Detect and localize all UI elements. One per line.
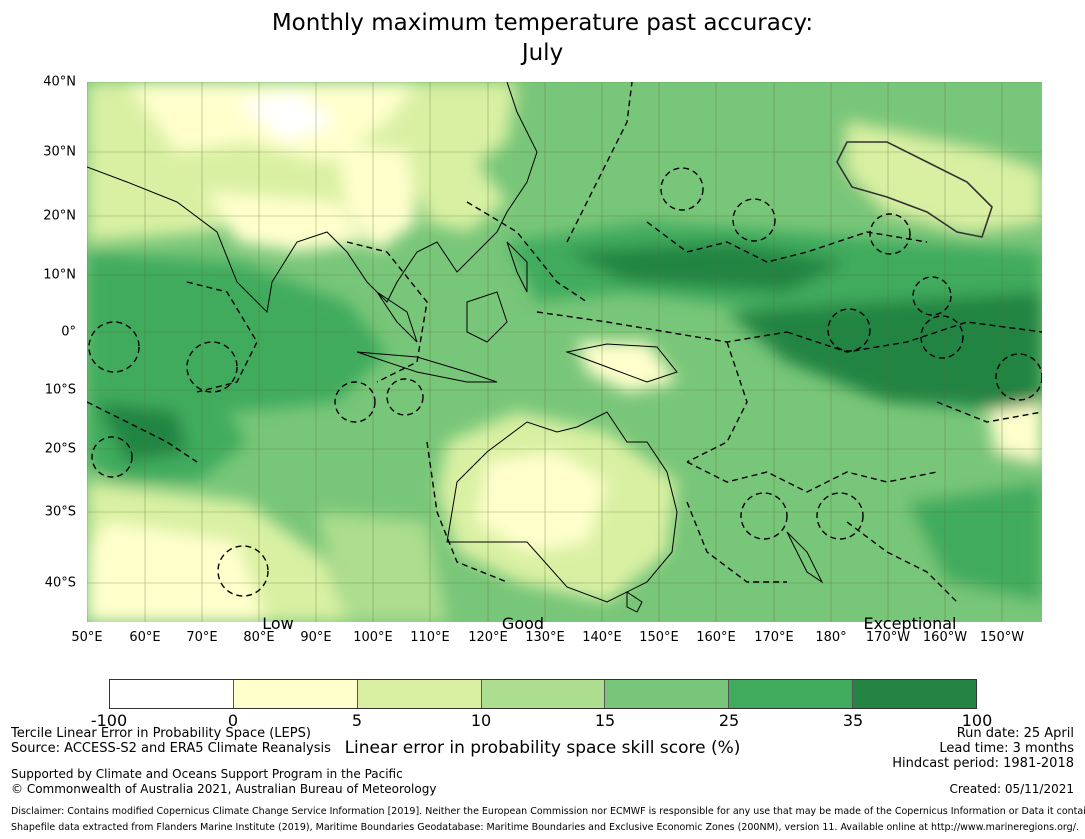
colorbar-segment	[729, 680, 854, 708]
colorbar-segment	[233, 680, 358, 708]
lat-label: 20°N	[43, 208, 76, 224]
lon-label: 150°W	[979, 630, 1025, 645]
colorbar-tick: 15	[594, 711, 616, 730]
lon-label: 50°E	[71, 630, 103, 645]
lon-label: 170°W	[865, 630, 911, 645]
colorbar-tick: 100	[961, 711, 993, 730]
lon-label: 80°E	[243, 630, 275, 645]
lon-label: 130°E	[525, 630, 565, 645]
lon-label: 170°E	[754, 630, 794, 645]
eez-boundaries	[87, 82, 1042, 603]
colorbar-label: Linear error in probability space skill …	[344, 738, 741, 758]
lat-label: 10°S	[44, 382, 76, 398]
colorbar-tick: -100	[90, 711, 128, 730]
lon-label: 140°E	[582, 630, 622, 645]
graticule	[87, 82, 1042, 622]
colorbar-segment	[481, 680, 606, 708]
created-date: Created: 05/11/2021	[949, 782, 1074, 796]
lon-label: 120°E	[468, 630, 508, 645]
colorbar-tick: 25	[718, 711, 740, 730]
colorbar-segment	[605, 680, 730, 708]
lat-label: 30°N	[43, 144, 76, 160]
colorbar-segment	[110, 680, 234, 708]
map-title: Monthly maximum temperature past accurac…	[0, 8, 1085, 68]
colorbar-tick: 10	[470, 711, 492, 730]
skill-field	[87, 82, 1042, 622]
skill-map	[87, 82, 1042, 622]
copyright-note: © Commonwealth of Australia 2021, Austra…	[11, 782, 437, 796]
title-line-2: July	[521, 40, 564, 66]
lat-label: 40°S	[44, 575, 76, 591]
category-exceptional: Exceptional	[863, 614, 957, 633]
colorbar-segment	[357, 680, 482, 708]
colorbar-segment	[853, 680, 977, 708]
lat-label: 30°S	[44, 504, 76, 520]
category-good: Good	[501, 614, 545, 633]
title-line-1: Monthly maximum temperature past accurac…	[271, 10, 814, 36]
colorbar-tick: 0	[227, 711, 239, 730]
lon-label: 110°E	[410, 630, 450, 645]
colorbar-tick: 35	[842, 711, 864, 730]
source-note: Source: ACCESS-S2 and ERA5 Climate Reana…	[11, 741, 331, 756]
run-date: Run date: 25 April	[956, 726, 1074, 741]
lat-label: 10°N	[43, 267, 76, 283]
support-note: Supported by Climate and Oceans Support …	[11, 767, 403, 781]
skill-map-canvas	[87, 82, 1042, 622]
lead-time: Lead time: 3 months	[939, 741, 1074, 756]
leps-note: Tercile Linear Error in Probability Spac…	[11, 726, 311, 741]
lon-label: 160°W	[922, 630, 968, 645]
category-low: Low	[262, 614, 294, 633]
lon-label: 160°E	[696, 630, 736, 645]
shapefile-credit: Shapefile data extracted from Flanders M…	[11, 822, 1079, 833]
hawaii-eez	[836, 141, 993, 238]
colorbar	[109, 679, 977, 709]
lon-label: 90°E	[300, 630, 332, 645]
lon-label: 70°E	[186, 630, 218, 645]
disclaimer: Disclaimer: Contains modified Copernicus…	[11, 806, 1085, 817]
coastlines	[87, 82, 824, 613]
lat-label: 40°N	[43, 74, 76, 90]
lon-label: 100°E	[353, 630, 393, 645]
lon-label: 150°E	[639, 630, 679, 645]
lat-label: 20°S	[44, 441, 76, 457]
latitude-labels: 40°N 30°N 20°N 10°N 0° 10°S 20°S 30°S 40…	[0, 0, 80, 839]
lon-label: 60°E	[129, 630, 161, 645]
lon-label: 180°	[815, 630, 847, 645]
lat-label: 0°	[61, 324, 76, 340]
hindcast-period: Hindcast period: 1981-2018	[892, 756, 1074, 771]
colorbar-tick: 5	[351, 711, 363, 730]
